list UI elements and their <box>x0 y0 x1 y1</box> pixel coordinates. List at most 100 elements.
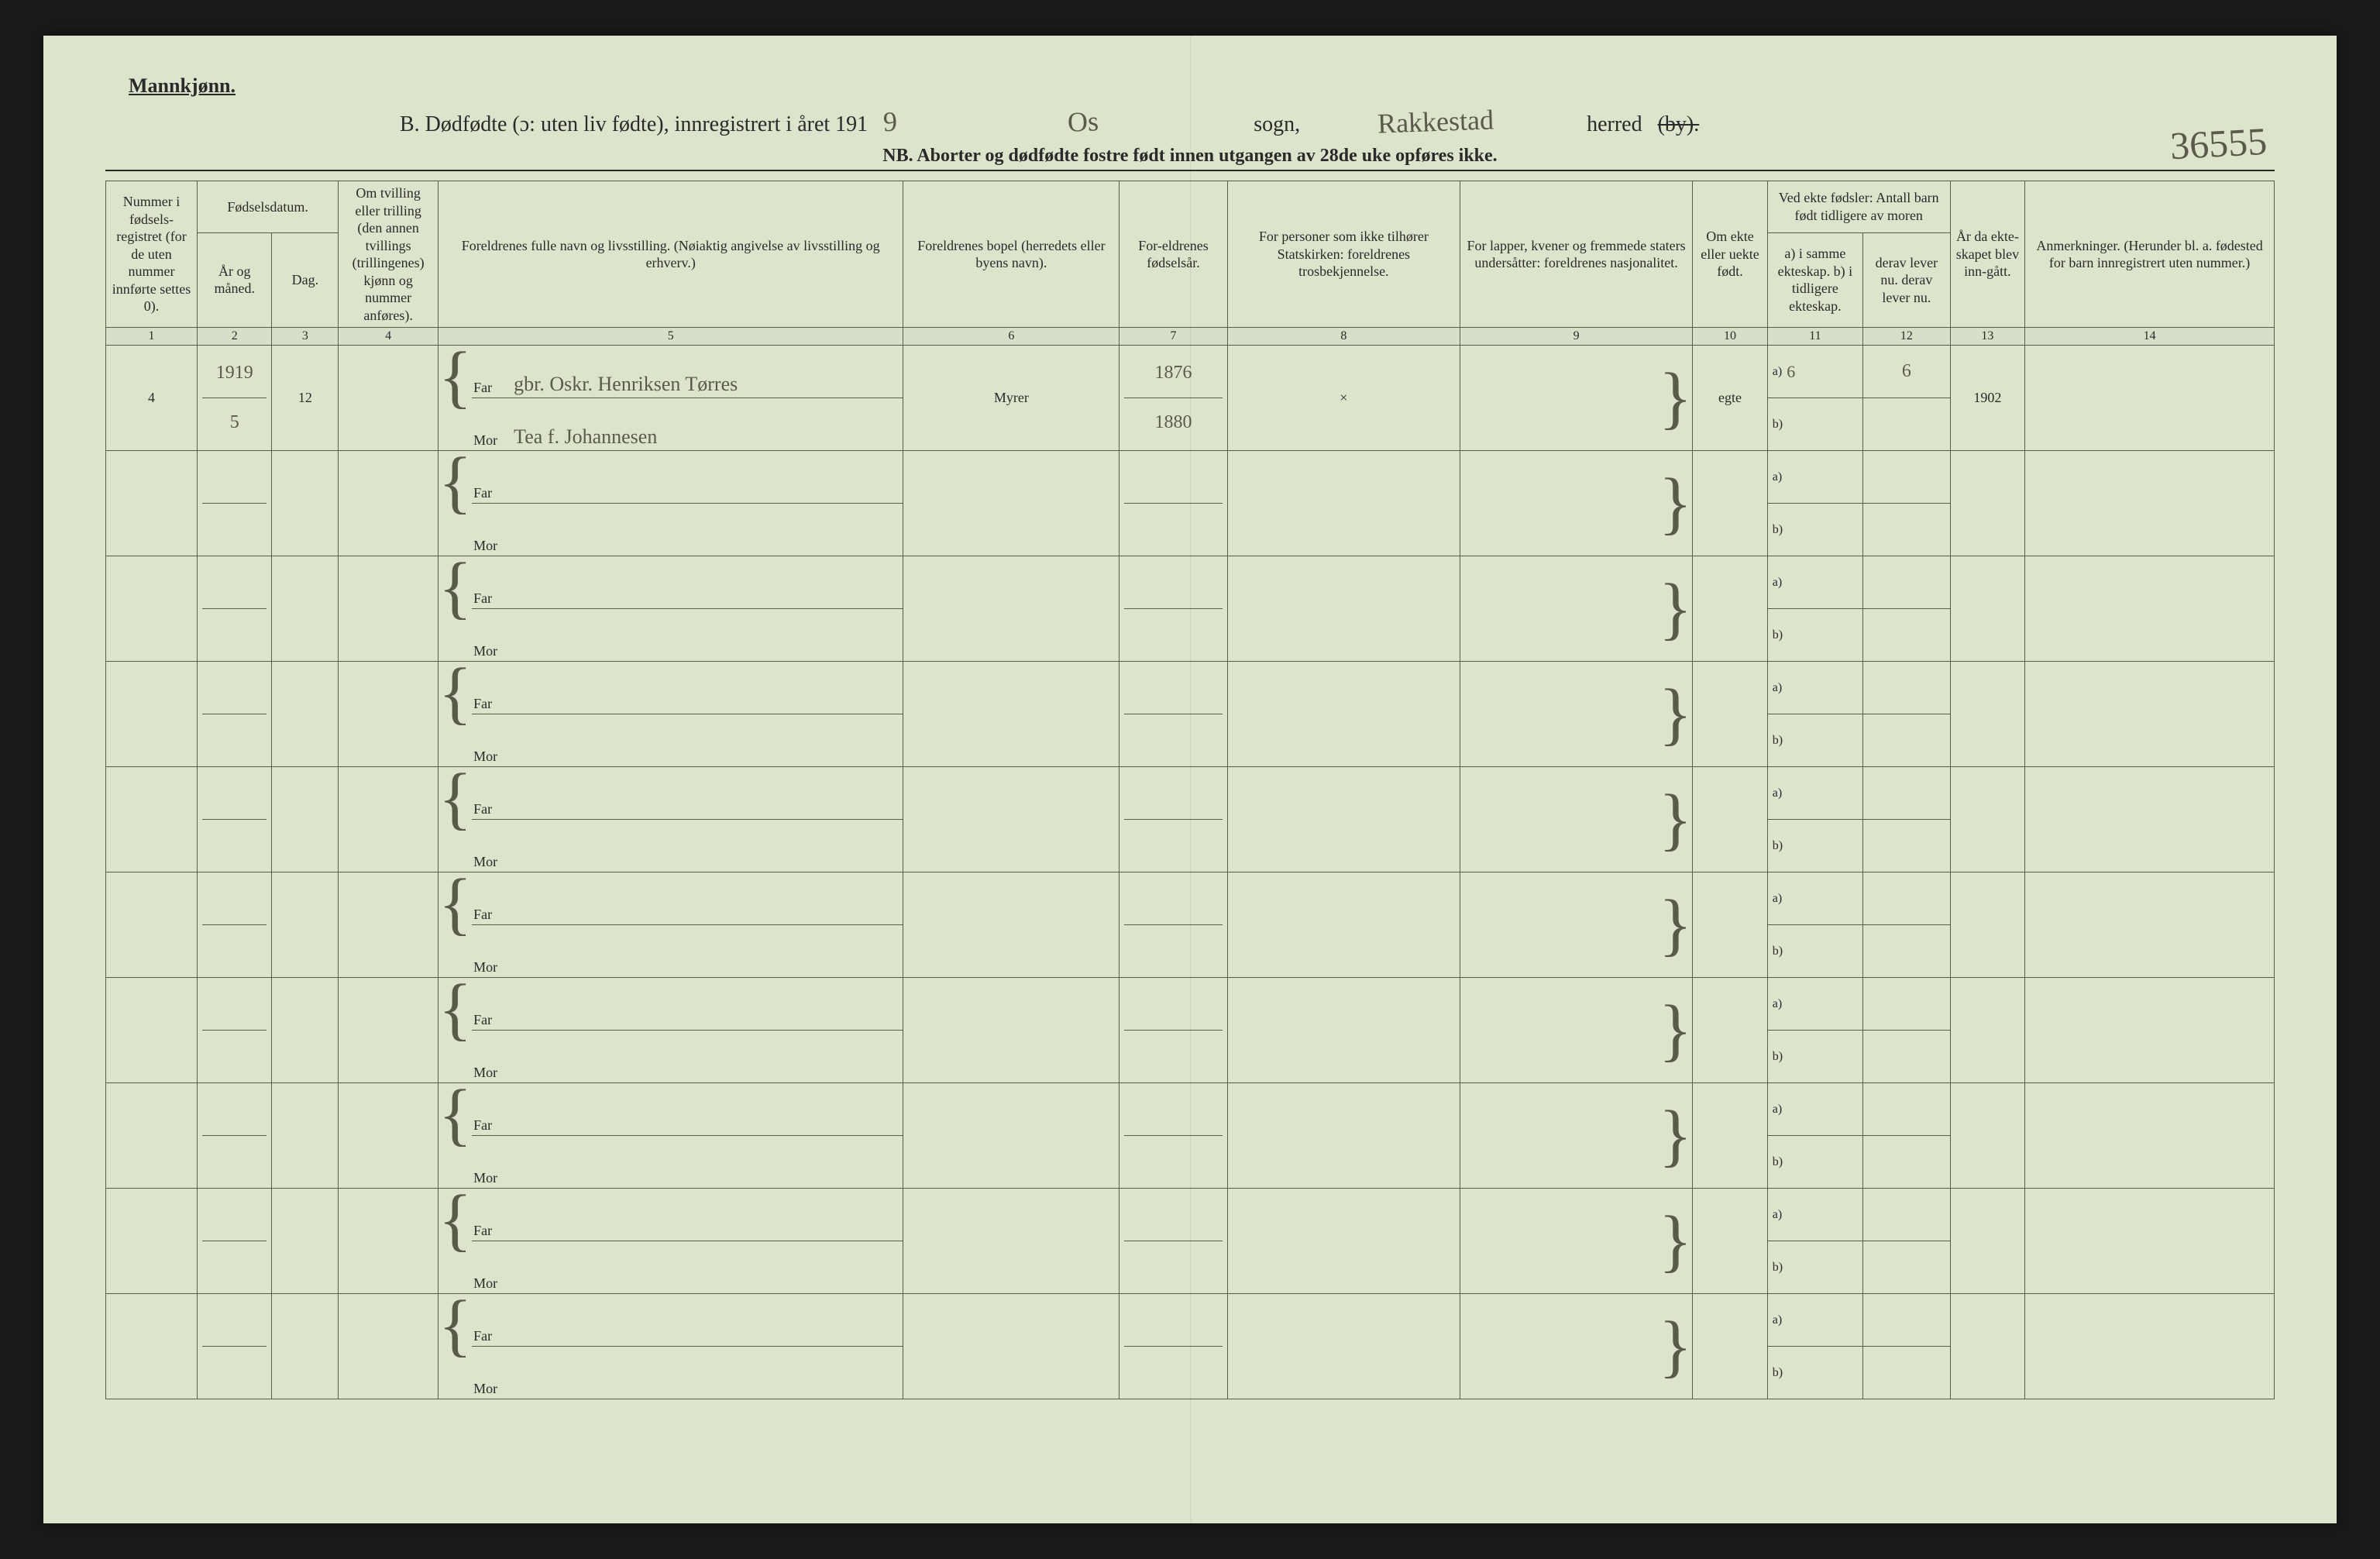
herred-struck: (by). <box>1658 112 1700 137</box>
table-cell <box>1950 872 2025 978</box>
herred-value: Rakkestad <box>1377 103 1494 139</box>
table-cell <box>903 767 1119 872</box>
table-cell <box>1227 451 1460 556</box>
table-cell: {FarMor <box>438 767 903 872</box>
table-cell: } <box>1460 346 1692 451</box>
table-cell: {FarMor <box>438 1083 903 1189</box>
table-cell <box>1693 556 1768 662</box>
table-cell <box>1693 451 1768 556</box>
table-cell: {FarMor <box>438 556 903 662</box>
table-cell <box>1950 556 2025 662</box>
table-cell <box>197 451 272 556</box>
table-cell: {FarMor <box>438 978 903 1083</box>
table-cell: a)6b) <box>1767 346 1862 451</box>
col-header-8: For personer som ikke tilhører Statskirk… <box>1227 181 1460 328</box>
table-cell <box>272 1189 339 1294</box>
table-cell <box>272 978 339 1083</box>
table-cell <box>1119 978 1227 1083</box>
table-cell <box>197 872 272 978</box>
table-cell: Myrer <box>903 346 1119 451</box>
table-cell <box>1227 662 1460 767</box>
table-cell <box>1693 1083 1768 1189</box>
table-cell: } <box>1460 767 1692 872</box>
col-header-9: For lapper, kvener og fremmede staters u… <box>1460 181 1692 328</box>
table-cell <box>106 1294 198 1399</box>
table-cell <box>1227 1189 1460 1294</box>
table-cell: } <box>1460 556 1692 662</box>
table-cell <box>339 1189 439 1294</box>
table-cell <box>197 556 272 662</box>
table-cell <box>197 767 272 872</box>
table-cell <box>339 1294 439 1399</box>
col-header-4: Om tvilling eller trilling (den annen tv… <box>339 181 439 328</box>
table-row: {FarMor}a)b) <box>106 767 2275 872</box>
table-cell <box>106 1189 198 1294</box>
table-cell: {Fargbr. Oskr. Henriksen TørresMorTea f.… <box>438 346 903 451</box>
table-cell <box>1693 662 1768 767</box>
table-cell: a)b) <box>1767 872 1862 978</box>
table-cell <box>903 1083 1119 1189</box>
table-cell: {FarMor <box>438 1294 903 1399</box>
table-cell <box>1227 1083 1460 1189</box>
year-digit: 9 <box>882 105 897 139</box>
colnum: 7 <box>1119 328 1227 346</box>
colnum: 5 <box>438 328 903 346</box>
table-cell: a)b) <box>1767 556 1862 662</box>
table-cell: 12 <box>272 346 339 451</box>
table-cell <box>2025 451 2275 556</box>
table-row: 41919512{Fargbr. Oskr. Henriksen TørresM… <box>106 346 2275 451</box>
ledger-table: Nummer i fødsels-registret (for de uten … <box>105 181 2275 1399</box>
table-cell <box>339 767 439 872</box>
table-cell <box>197 1294 272 1399</box>
table-cell: 19195 <box>197 346 272 451</box>
table-cell <box>903 662 1119 767</box>
table-cell: a)b) <box>1767 1083 1862 1189</box>
colnum: 6 <box>903 328 1119 346</box>
table-cell <box>2025 556 2275 662</box>
col-header-5: Foreldrenes fulle navn og livsstilling. … <box>438 181 903 328</box>
table-row: {FarMor}a)b) <box>106 1189 2275 1294</box>
table-cell <box>903 872 1119 978</box>
table-cell <box>1693 1294 1768 1399</box>
table-cell <box>1693 872 1768 978</box>
table-row: {FarMor}a)b) <box>106 978 2275 1083</box>
table-cell <box>1119 1189 1227 1294</box>
reference-number: 36555 <box>2169 119 2268 168</box>
table-cell <box>1119 1294 1227 1399</box>
table-cell <box>1227 1294 1460 1399</box>
col-header-12: derav lever nu. derav lever nu. <box>1863 232 1951 327</box>
table-cell <box>1950 662 2025 767</box>
colnum: 14 <box>2025 328 2275 346</box>
col-header-1: Nummer i fødsels-registret (for de uten … <box>106 181 198 328</box>
table-cell: } <box>1460 872 1692 978</box>
herred-label: herred <box>1587 112 1642 137</box>
table-cell <box>2025 872 2275 978</box>
table-row: {FarMor} a)b) <box>106 556 2275 662</box>
table-cell <box>339 451 439 556</box>
table-cell <box>903 451 1119 556</box>
colnum: 2 <box>197 328 272 346</box>
table-cell <box>106 556 198 662</box>
table-cell <box>1119 872 1227 978</box>
table-cell <box>339 1083 439 1189</box>
colnum: 4 <box>339 328 439 346</box>
colnum: 1 <box>106 328 198 346</box>
table-cell <box>2025 662 2275 767</box>
table-cell <box>1227 872 1460 978</box>
table-cell <box>197 1189 272 1294</box>
table-cell: a)b) <box>1767 1294 1862 1399</box>
subtitle: NB. Aborter og dødfødte fostre født inne… <box>105 146 2275 171</box>
col-header-10: Om ekte eller uekte født. <box>1693 181 1768 328</box>
colnum: 12 <box>1863 328 1951 346</box>
table-cell <box>339 346 439 451</box>
table-cell: } <box>1460 451 1692 556</box>
table-cell <box>106 767 198 872</box>
table-cell <box>903 1294 1119 1399</box>
col-header-7: For-eldrenes fødselsår. <box>1119 181 1227 328</box>
table-cell <box>2025 978 2275 1083</box>
col-header-2: År og måned. <box>197 232 272 327</box>
table-cell <box>1863 1189 1951 1294</box>
table-cell <box>106 872 198 978</box>
table-cell: } <box>1460 662 1692 767</box>
col-header-3: Dag. <box>272 232 339 327</box>
